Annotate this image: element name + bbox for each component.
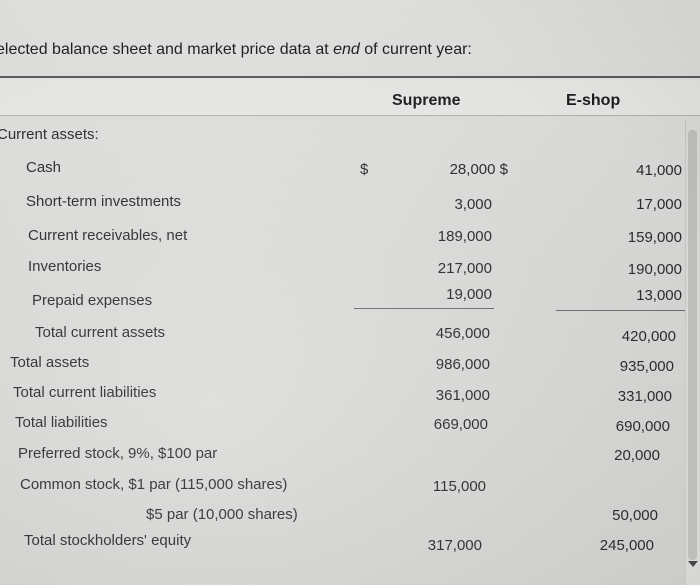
dollar-sign-eshop: $ [499, 161, 508, 178]
row-label-inventories: Inventories [28, 258, 102, 275]
triangle-down-icon[interactable] [688, 561, 698, 567]
value-supreme-short-term-investments: 3,000 [454, 196, 492, 213]
title-suffix: of current year: [359, 41, 472, 58]
row-label-total-assets: Total assets [10, 354, 90, 371]
row-label-cash: Cash [26, 159, 62, 176]
row-label-preferred-stock: Preferred stock, 9%, $100 par [18, 445, 218, 462]
value-supreme-total-assets: 986,000 [435, 356, 490, 373]
value-eshop-prepaid-expenses: 13,000 [636, 287, 682, 304]
value-supreme-total-current-liabilities: 361,000 [435, 387, 490, 404]
value-eshop-total-assets: 935,000 [619, 358, 674, 375]
row-label-prepaid-expenses: Prepaid expenses [32, 292, 153, 309]
page-title: elected balance sheet and market price d… [0, 41, 472, 59]
value-supreme-total-current-assets: 456,000 [435, 325, 490, 342]
row-label-current-receivables: Current receivables, net [28, 227, 188, 244]
row-label-common-stock-5-par: $5 par (10,000 shares) [146, 506, 298, 523]
row-label-total-current-assets: Total current assets [35, 324, 166, 341]
title-divider [0, 76, 700, 78]
column-header-supreme: Supreme [392, 92, 461, 109]
dollar-sign-supreme: $ [360, 161, 369, 178]
value-supreme-cash-amount: 28,000 [449, 161, 496, 178]
subtotal-rule-supreme [354, 308, 494, 309]
value-supreme-current-receivables: 189,000 [437, 228, 492, 245]
value-eshop-cash: 41,000 [636, 162, 682, 179]
value-supreme-total-stockholders-equity: 317,000 [427, 537, 482, 554]
value-eshop-common-stock: 50,000 [612, 507, 658, 524]
vertical-scrollbar[interactable] [685, 120, 700, 585]
row-label-total-stockholders-equity: Total stockholders' equity [24, 532, 192, 549]
row-label-total-liabilities: Total liabilities [15, 414, 108, 431]
value-eshop-inventories: 190,000 [627, 261, 682, 278]
row-label-total-current-liabilities: Total current liabilities [13, 384, 157, 401]
value-eshop-preferred-stock: 20,000 [614, 447, 660, 464]
value-supreme-total-liabilities: 669,000 [433, 416, 488, 433]
column-header-band [0, 79, 700, 116]
row-label-common-stock-1-par: Common stock, $1 par (115,000 shares) [20, 476, 288, 493]
value-eshop-total-liabilities: 690,000 [615, 418, 670, 435]
value-supreme-prepaid-expenses: 19,000 [446, 286, 492, 303]
value-supreme-common-stock: 115,000 [432, 478, 486, 495]
value-eshop-current-receivables: 159,000 [627, 229, 682, 246]
title-emphasis: end [333, 41, 360, 58]
row-label-short-term-investments: Short-term investments [26, 193, 182, 210]
section-current-assets: Current assets: [0, 126, 99, 143]
column-header-eshop: E-shop [566, 92, 621, 109]
value-eshop-total-stockholders-equity: 245,000 [599, 537, 654, 554]
value-supreme-cash: 28,000 $ [450, 161, 508, 178]
value-eshop-short-term-investments: 17,000 [636, 196, 682, 213]
subtotal-rule-eshop [556, 310, 686, 311]
title-prefix: elected balance sheet and market price d… [0, 41, 334, 58]
value-eshop-total-current-assets: 420,000 [621, 328, 676, 345]
scrollbar-thumb[interactable] [688, 130, 697, 560]
value-supreme-inventories: 217,000 [437, 260, 492, 277]
value-eshop-total-current-liabilities: 331,000 [617, 388, 672, 405]
